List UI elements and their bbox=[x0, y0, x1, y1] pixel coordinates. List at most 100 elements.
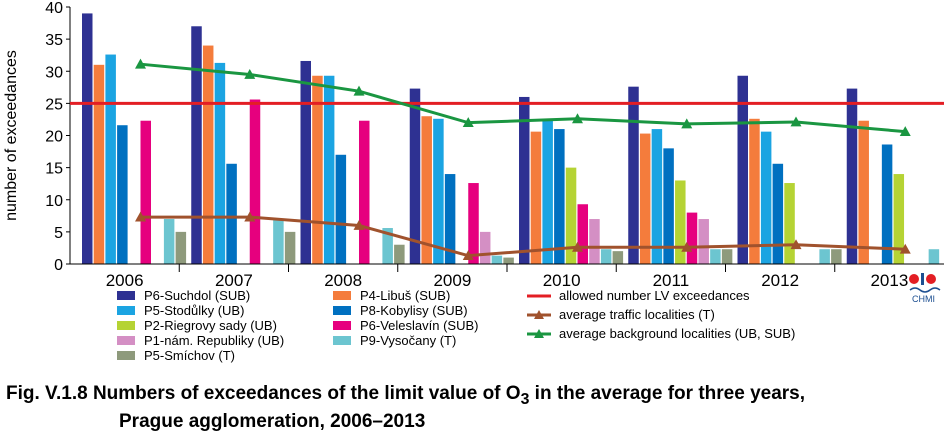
x-tick-label: 2008 bbox=[324, 271, 362, 290]
bar bbox=[503, 257, 514, 264]
bar bbox=[382, 228, 393, 264]
bar bbox=[784, 183, 795, 264]
bar bbox=[93, 64, 105, 264]
bar bbox=[312, 75, 323, 264]
series-line bbox=[140, 215, 906, 258]
x-tick-label: 2007 bbox=[215, 271, 253, 290]
bar bbox=[226, 163, 237, 264]
bar bbox=[214, 62, 226, 265]
y-tick-label: 0 bbox=[54, 257, 63, 274]
line-marker bbox=[244, 68, 256, 79]
x-tick-label: 2012 bbox=[761, 271, 799, 290]
series-line bbox=[140, 62, 906, 134]
bar bbox=[600, 249, 612, 264]
bar bbox=[468, 183, 479, 264]
lines-layer bbox=[70, 58, 944, 261]
line-marker bbox=[572, 241, 583, 252]
y-tick-label: 10 bbox=[45, 193, 63, 210]
legend-label: P6-Suchdol (SUB) bbox=[144, 288, 250, 303]
bar bbox=[675, 180, 686, 264]
bar bbox=[565, 167, 577, 264]
y-tick-label: 40 bbox=[45, 0, 63, 17]
bar bbox=[772, 163, 784, 264]
legend-label: P6-Veleslavín (SUB) bbox=[360, 318, 479, 333]
legend-label: P2-Riegrovy sady (UB) bbox=[144, 318, 277, 333]
logo-dot-right bbox=[926, 274, 936, 284]
legend-swatch bbox=[117, 351, 135, 360]
bar bbox=[881, 144, 893, 264]
bar bbox=[663, 148, 674, 264]
figure-caption: Fig. V.1.8 Numbers of exceedances of the… bbox=[6, 383, 805, 433]
line-marker bbox=[790, 116, 802, 127]
y-tick-label: 25 bbox=[45, 96, 63, 113]
bar bbox=[335, 154, 347, 264]
bar bbox=[117, 125, 128, 264]
line-marker bbox=[462, 117, 474, 128]
line-marker bbox=[899, 126, 911, 137]
bar bbox=[760, 131, 772, 264]
axis-layer: 0 5 10 15 20 25 30 35 40 2006 2007 2008 2009 2010 2011… bbox=[3, 0, 944, 290]
bar bbox=[323, 75, 335, 264]
bar bbox=[542, 120, 553, 264]
logo-bar bbox=[921, 273, 924, 285]
bar bbox=[300, 60, 311, 264]
y-tick-label: 30 bbox=[45, 64, 63, 81]
bar bbox=[202, 45, 214, 264]
bar bbox=[175, 231, 187, 264]
legend-label: average background localities (UB, SUB) bbox=[559, 326, 795, 341]
legend-label: P9-Vysočany (T) bbox=[360, 333, 456, 348]
bar bbox=[530, 131, 542, 264]
y-tick-label: 35 bbox=[45, 32, 63, 49]
legend-label: average traffic localities (T) bbox=[559, 307, 715, 322]
legend-swatch bbox=[333, 321, 351, 330]
legend-label: P5-Smíchov (T) bbox=[144, 348, 235, 363]
bar bbox=[284, 231, 296, 264]
legend-swatch bbox=[333, 291, 351, 300]
bar bbox=[394, 244, 405, 264]
y-tick-label: 15 bbox=[45, 161, 63, 178]
bar bbox=[577, 204, 588, 264]
caption-line2: Prague agglomeration, 2006–2013 bbox=[119, 410, 426, 432]
bar bbox=[846, 88, 858, 264]
legend-label: P8-Kobylisy (SUB) bbox=[360, 303, 468, 318]
legend-label: P4-Libuš (SUB) bbox=[360, 288, 450, 303]
y-axis-label: number of exceedances bbox=[3, 50, 20, 221]
bar bbox=[479, 231, 491, 264]
legend-marker bbox=[534, 310, 544, 319]
legend-swatch bbox=[117, 321, 135, 330]
bar bbox=[831, 249, 842, 264]
x-tick-label: 2011 bbox=[653, 271, 690, 290]
bar bbox=[491, 255, 503, 264]
bar bbox=[249, 99, 261, 265]
line-marker bbox=[135, 211, 146, 222]
bar bbox=[651, 129, 663, 264]
bar bbox=[273, 219, 284, 264]
line-marker bbox=[462, 250, 474, 261]
line-marker bbox=[681, 241, 693, 252]
bar bbox=[721, 249, 733, 264]
y-tick-label: 5 bbox=[54, 225, 63, 242]
bar bbox=[433, 118, 444, 264]
x-tick-label: 2010 bbox=[543, 271, 581, 290]
legend-marker bbox=[534, 329, 544, 338]
line-marker bbox=[353, 85, 365, 96]
chmi-logo: CHMI bbox=[909, 273, 941, 304]
legend-swatch bbox=[333, 306, 351, 315]
bar bbox=[444, 174, 456, 264]
bar bbox=[628, 86, 639, 264]
y-tick-label: 20 bbox=[45, 129, 63, 146]
line-marker bbox=[681, 118, 693, 129]
bar bbox=[749, 118, 760, 264]
bar bbox=[554, 129, 565, 264]
line-marker bbox=[572, 113, 583, 124]
x-tick-label: 2006 bbox=[106, 271, 144, 290]
caption-line1: Fig. V.1.8 Numbers of exceedances of the… bbox=[6, 383, 806, 408]
bar bbox=[612, 251, 624, 264]
bar bbox=[928, 249, 940, 264]
logo-wave-icon bbox=[909, 287, 941, 293]
logo-dot-left bbox=[909, 274, 919, 284]
bar bbox=[710, 249, 721, 264]
legend-swatch bbox=[117, 291, 135, 300]
legend-swatch bbox=[117, 336, 135, 345]
legend-label: P1-nám. Republiky (UB) bbox=[144, 333, 284, 348]
